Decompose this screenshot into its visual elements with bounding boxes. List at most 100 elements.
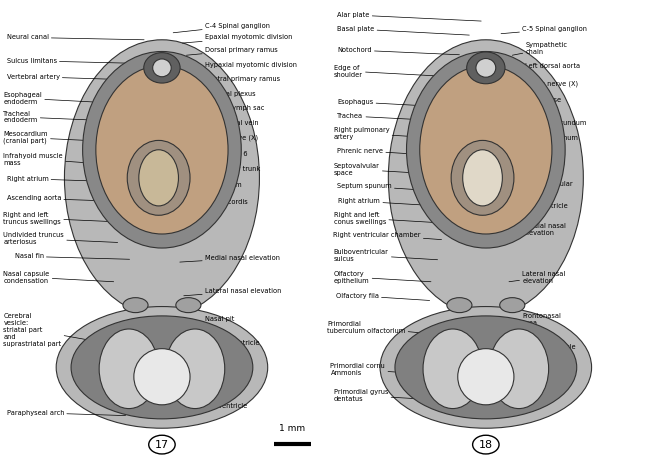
Text: 18: 18	[479, 439, 493, 450]
Text: Aortic arch 6: Aortic arch 6	[182, 151, 247, 158]
Text: C-5 Spinal ganglion: C-5 Spinal ganglion	[501, 26, 587, 34]
Ellipse shape	[420, 66, 552, 234]
Text: Medial nasal elevation: Medial nasal elevation	[180, 256, 280, 262]
Ellipse shape	[463, 150, 502, 206]
Ellipse shape	[123, 298, 148, 313]
Text: Pulmonary trunk: Pulmonary trunk	[181, 167, 260, 174]
Ellipse shape	[96, 66, 228, 234]
Text: Primordial
tuberculum olfactorium: Primordial tuberculum olfactorium	[327, 321, 424, 334]
Text: Bulboventricular
sulcus: Bulboventricular sulcus	[334, 249, 438, 262]
Text: Basal plate: Basal plate	[337, 26, 469, 35]
Text: Ventral primary ramus: Ventral primary ramus	[188, 76, 280, 83]
Ellipse shape	[127, 140, 190, 215]
Text: Vagus nerve (X): Vagus nerve (X)	[514, 81, 578, 89]
Ellipse shape	[99, 329, 159, 409]
Ellipse shape	[165, 329, 225, 409]
Ellipse shape	[423, 329, 483, 409]
Ellipse shape	[139, 150, 178, 206]
Text: Vagus nerve (X): Vagus nerve (X)	[184, 134, 258, 143]
Text: Telencephalon
medium: Telencephalon medium	[508, 376, 569, 389]
Text: Dorsal primary ramus: Dorsal primary ramus	[186, 47, 278, 55]
Ellipse shape	[489, 329, 549, 409]
Text: Septovalvular
space: Septovalvular space	[334, 163, 436, 176]
Text: Neural canal: Neural canal	[7, 35, 144, 40]
Text: Phrenic nerve: Phrenic nerve	[337, 148, 436, 155]
Ellipse shape	[476, 58, 496, 77]
Ellipse shape	[176, 298, 201, 313]
Text: Trachea: Trachea	[337, 113, 442, 121]
Ellipse shape	[457, 349, 514, 405]
Text: Cerebral
vesicle:
striatal part
and
suprastriatal part: Cerebral vesicle: striatal part and supr…	[3, 313, 98, 347]
Ellipse shape	[83, 51, 241, 248]
Text: Undivided truncus
arteriosus: Undivided truncus arteriosus	[3, 232, 118, 245]
Text: Olfactory
epithelium: Olfactory epithelium	[334, 271, 431, 284]
Text: Right atrium: Right atrium	[338, 198, 439, 206]
Text: Blood cells: Blood cells	[509, 167, 559, 174]
Text: Right and left
conus swellings: Right and left conus swellings	[334, 212, 440, 225]
Text: Mesocardium
(cranial part): Mesocardium (cranial part)	[3, 131, 107, 144]
Text: Ascending aorta: Ascending aorta	[7, 196, 118, 201]
Text: Primordial cornu
Ammonis: Primordial cornu Ammonis	[330, 363, 435, 376]
Text: Esophagus: Esophagus	[337, 99, 442, 107]
Text: Septum primum: Septum primum	[510, 135, 578, 142]
Text: Sympathetic
chain: Sympathetic chain	[512, 42, 568, 55]
Text: Right and left
truncus swellings: Right and left truncus swellings	[3, 212, 118, 225]
Text: Hypaxial myotomic division: Hypaxial myotomic division	[189, 62, 297, 69]
Text: C-4 Spinal ganglion: C-4 Spinal ganglion	[173, 23, 270, 33]
Text: Sulcus limitans: Sulcus limitans	[7, 58, 130, 64]
Text: Left ventricle: Left ventricle	[508, 203, 567, 211]
Text: Precardinal vein: Precardinal vein	[185, 120, 258, 127]
Text: 3rd ventricle: 3rd ventricle	[172, 403, 247, 411]
Text: Lateral nasal
elevation: Lateral nasal elevation	[509, 271, 565, 284]
Text: Right ventricular chamber: Right ventricular chamber	[333, 232, 442, 240]
Ellipse shape	[467, 52, 505, 84]
Circle shape	[149, 435, 175, 454]
Ellipse shape	[153, 59, 171, 77]
Text: Epaxial myotomic division: Epaxial myotomic division	[182, 35, 292, 43]
Text: Left atrium: Left atrium	[180, 183, 241, 190]
Text: Alar plate: Alar plate	[337, 12, 481, 21]
Ellipse shape	[143, 52, 180, 83]
Ellipse shape	[134, 349, 190, 405]
Text: Left dorsal aorta: Left dorsal aorta	[514, 64, 580, 71]
Text: Cerebral vesicle: Cerebral vesicle	[512, 344, 576, 352]
Text: Tracheal
endoderm: Tracheal endoderm	[3, 110, 109, 124]
Text: Paraphyseal arch: Paraphyseal arch	[7, 410, 126, 416]
Text: Lateral nasal elevation: Lateral nasal elevation	[184, 288, 282, 296]
Text: Septum secundum: Septum secundum	[512, 120, 586, 127]
Ellipse shape	[65, 40, 259, 316]
Text: Lateral ventricle: Lateral ventricle	[180, 340, 259, 347]
Ellipse shape	[407, 51, 565, 248]
Text: Esophageal
endoderm: Esophageal endoderm	[3, 92, 112, 105]
Ellipse shape	[56, 307, 268, 428]
Text: Nasal fin: Nasal fin	[15, 254, 130, 259]
Ellipse shape	[389, 40, 583, 316]
Text: Edge of
shoulder: Edge of shoulder	[334, 65, 435, 78]
Text: Olfactory fila: Olfactory fila	[336, 293, 430, 300]
Text: Septum spunum: Septum spunum	[337, 183, 438, 191]
Ellipse shape	[451, 140, 514, 215]
Ellipse shape	[380, 307, 592, 428]
Text: Left atrium: Left atrium	[510, 151, 560, 158]
Text: Right pulmonary
artery: Right pulmonary artery	[334, 127, 438, 140]
Text: Conus cordis: Conus cordis	[180, 199, 248, 207]
Text: Jugular lymph sac: Jugular lymph sac	[187, 105, 264, 112]
Ellipse shape	[71, 316, 253, 419]
Text: Medial nasal
elevation: Medial nasal elevation	[508, 223, 565, 236]
Ellipse shape	[500, 298, 525, 313]
Text: Left ventricular
chamber: Left ventricular chamber	[508, 181, 573, 194]
Text: Nasal pit: Nasal pit	[184, 316, 234, 324]
Ellipse shape	[395, 316, 576, 419]
Text: Primordial gyrus
dentatus: Primordial gyrus dentatus	[334, 389, 442, 402]
Text: Nasal capsule
condensation: Nasal capsule condensation	[3, 271, 114, 284]
Text: Notochord: Notochord	[337, 47, 459, 55]
Text: Infrahyoid muscle
mass: Infrahyoid muscle mass	[3, 153, 102, 166]
Text: Right atrium: Right atrium	[7, 176, 112, 182]
Text: 1 mm: 1 mm	[280, 424, 305, 433]
Circle shape	[473, 435, 499, 454]
Text: Frontonasal
area: Frontonasal area	[510, 313, 561, 326]
Text: Cervical plexus: Cervical plexus	[188, 91, 256, 97]
Text: Vertebral artery: Vertebral artery	[7, 74, 122, 80]
Text: Transverse
sinus: Transverse sinus	[514, 97, 562, 110]
Text: 17: 17	[155, 439, 169, 450]
